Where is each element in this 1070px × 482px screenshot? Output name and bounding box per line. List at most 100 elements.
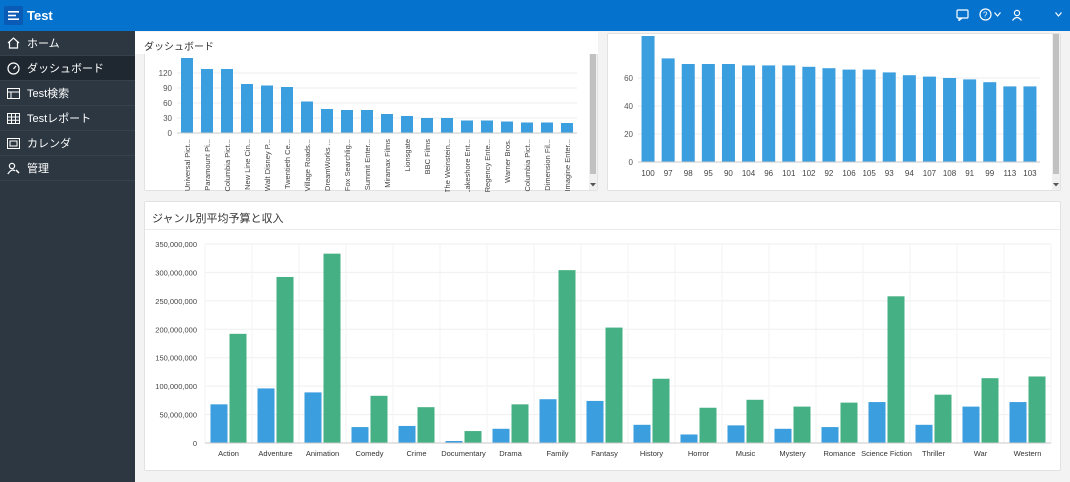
- x-tick-label: 91: [965, 169, 974, 178]
- scrollbar[interactable]: [589, 34, 597, 190]
- bar: [762, 65, 776, 162]
- bar: [421, 118, 433, 133]
- bar: [746, 399, 764, 443]
- y-tick-label: 60: [163, 99, 172, 108]
- chart-3-title: ジャンル別平均予算と収入: [152, 213, 284, 225]
- sidebar-item-test-search[interactable]: Test検索: [0, 81, 135, 106]
- bar: [963, 79, 977, 162]
- sidebar-item-label: Test検索: [27, 88, 70, 100]
- bar: [398, 425, 416, 443]
- bar: [721, 64, 735, 162]
- bar: [461, 120, 473, 133]
- bar: [641, 36, 655, 162]
- scrollbar-thumb[interactable]: [1053, 34, 1059, 174]
- page-title: ダッシュボード: [144, 42, 214, 53]
- x-tick-label: 98: [684, 169, 693, 178]
- bar: [652, 378, 670, 443]
- bar: [1023, 86, 1037, 162]
- sidebar-item-dashboard[interactable]: ダッシュボード: [0, 56, 135, 81]
- x-tick-label: Fantasy: [591, 449, 618, 458]
- bar: [983, 82, 997, 162]
- x-tick-label: Warner Bros.: [503, 139, 512, 183]
- x-tick-label: Family: [546, 449, 568, 458]
- bar: [221, 69, 233, 133]
- bar: [541, 122, 553, 133]
- scroll-down-arrow-icon[interactable]: [1052, 182, 1060, 188]
- bar: [351, 427, 369, 443]
- bar: [915, 424, 933, 443]
- sidebar-item-label: ホーム: [27, 38, 60, 50]
- scroll-down-arrow-icon[interactable]: [589, 182, 597, 188]
- bar: [261, 85, 273, 133]
- sidebar-item-test-report[interactable]: Testレポート: [0, 106, 135, 131]
- x-tick-label: Documentary: [441, 449, 486, 458]
- menu-toggle-button[interactable]: [4, 6, 23, 25]
- scrollbar-thumb[interactable]: [590, 34, 596, 174]
- bar: [181, 58, 193, 133]
- bar: [782, 65, 796, 162]
- x-tick-label: Comedy: [356, 449, 384, 458]
- x-tick-label: Walt Disney P...: [263, 139, 272, 191]
- chart-1: 0 30 60 90 120 Universal Pict... Paramount Pi.…: [159, 58, 577, 194]
- x-tick-label: Romance: [823, 449, 855, 458]
- bar: [441, 118, 453, 133]
- x-tick-label: 92: [824, 169, 833, 178]
- bar: [822, 68, 836, 162]
- bar: [934, 394, 952, 443]
- bar: [381, 114, 393, 133]
- bar: [701, 64, 715, 162]
- x-tick-label: Mystery: [779, 449, 806, 458]
- bar: [539, 399, 557, 443]
- sidebar-item-admin[interactable]: 管理: [0, 156, 135, 181]
- bar: [501, 121, 513, 133]
- x-tick-label: Drama: [499, 449, 522, 458]
- dashboard-icon: [6, 61, 20, 75]
- x-tick-label: Fox Searchlig...: [343, 139, 352, 191]
- bar: [742, 65, 756, 162]
- x-tick-label: Imagine Enter...: [563, 139, 572, 192]
- bar: [605, 327, 623, 443]
- y-tick-label: 90: [163, 84, 172, 93]
- help-menu-button[interactable]: ?: [979, 8, 1001, 21]
- x-tick-label: Village Roads...: [303, 139, 312, 191]
- y-tick-label: 0: [168, 129, 173, 138]
- x-tick-label: Summit Enter...: [363, 139, 372, 190]
- bar: [661, 58, 675, 162]
- sidebar-item-calendar[interactable]: カレンダ: [0, 131, 135, 156]
- bar: [201, 69, 213, 133]
- bar: [481, 120, 493, 133]
- y-tick-label: 50,000,000: [159, 411, 197, 420]
- bar: [492, 428, 510, 443]
- bar: [868, 402, 886, 443]
- y-tick-label: 150,000,000: [155, 354, 197, 363]
- x-tick-label: Twentieth Ce...: [283, 139, 292, 189]
- y-tick-label: 30: [163, 114, 172, 123]
- y-tick-label: 20: [624, 130, 633, 139]
- x-tick-label: Dimension Fil...: [543, 139, 552, 191]
- x-tick-label: Western: [1014, 449, 1042, 458]
- bar: [774, 428, 792, 443]
- app-title[interactable]: Test: [27, 8, 53, 23]
- page-title-bar: ダッシュボード: [135, 32, 598, 54]
- sidebar-item-label: ダッシュボード: [27, 63, 104, 75]
- scrollbar[interactable]: [1052, 34, 1060, 190]
- x-tick-label: 113: [1003, 169, 1016, 178]
- bar: [842, 69, 856, 162]
- sidebar-item-home[interactable]: ホーム: [0, 31, 135, 56]
- user-icon[interactable]: [1011, 9, 1023, 21]
- y-tick-label: 0: [193, 439, 197, 448]
- bar: [417, 407, 435, 443]
- chevron-down-icon[interactable]: [1055, 12, 1062, 17]
- bar: [241, 84, 253, 133]
- x-tick-label: War: [974, 449, 988, 458]
- bar: [699, 407, 717, 443]
- feedback-icon[interactable]: [956, 8, 969, 21]
- sidebar-item-label: カレンダ: [27, 138, 71, 150]
- admin-icon: [6, 161, 20, 175]
- bar: [229, 333, 247, 443]
- search-report-icon: [6, 86, 20, 100]
- y-tick-label: 60: [624, 74, 633, 83]
- bar: [680, 434, 698, 443]
- chart-card-3: ジャンル別平均予算と収入 0 50,000,000 100,000,000 150,0…: [144, 201, 1061, 471]
- main-content: 0 30 60 90 120 Universal Pict... Paramount Pi.…: [135, 31, 1070, 482]
